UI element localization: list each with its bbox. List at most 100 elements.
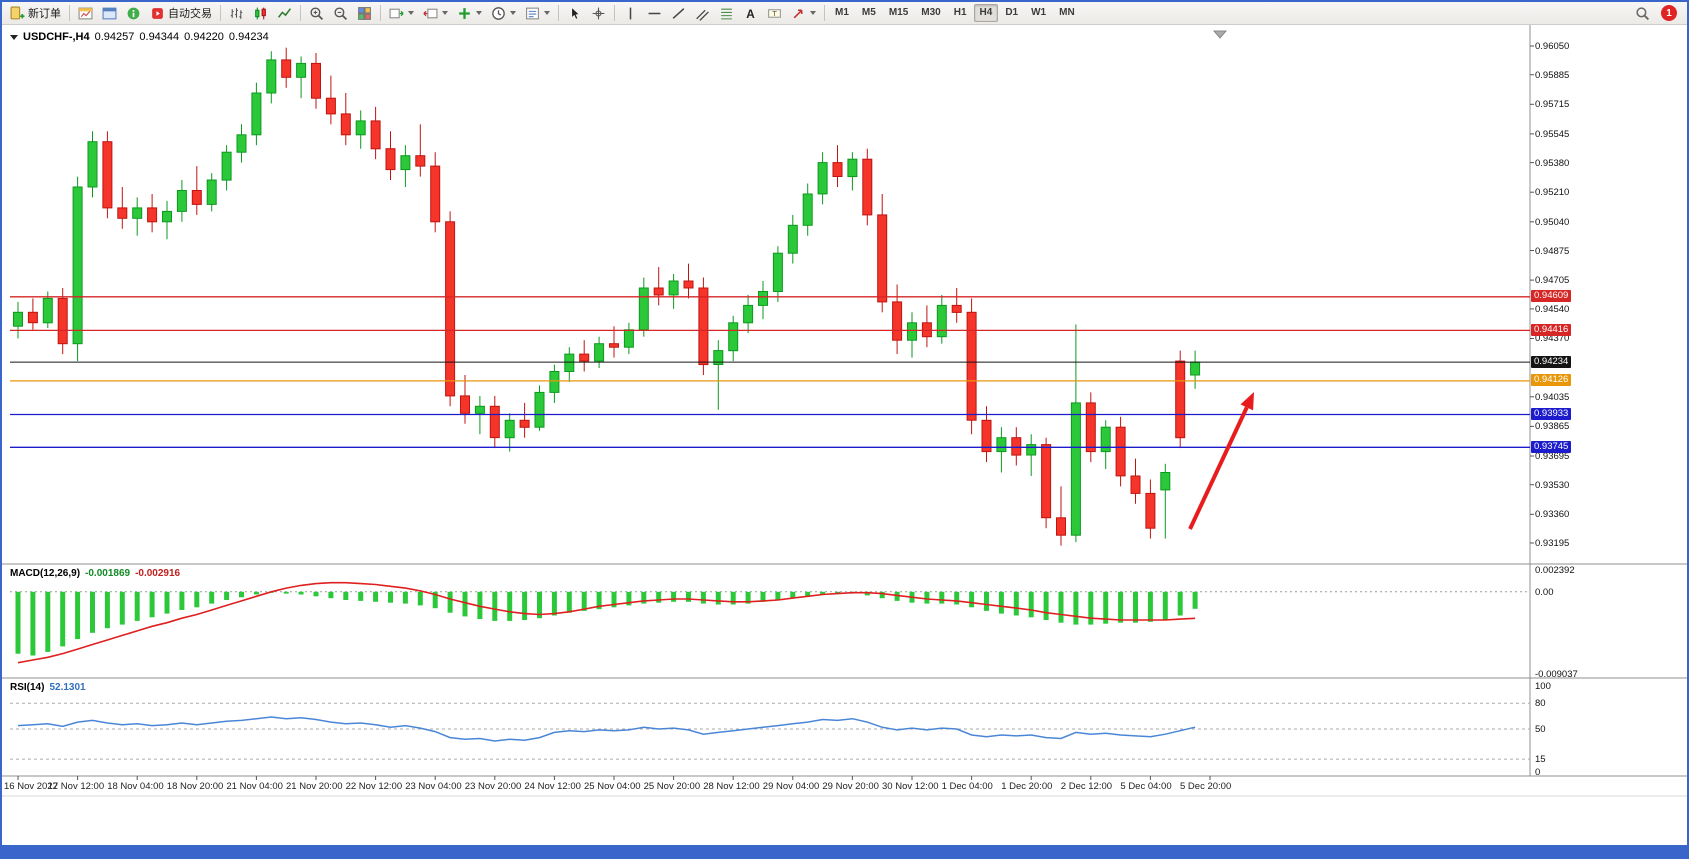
ohlc-open: 0.94257 bbox=[94, 31, 135, 43]
macd-histogram-bar bbox=[462, 591, 468, 617]
macd-histogram-bar bbox=[715, 591, 721, 605]
macd-histogram-bar bbox=[1133, 591, 1138, 623]
templates-button[interactable] bbox=[521, 3, 554, 24]
timeframe-m1[interactable]: M1 bbox=[835, 7, 849, 18]
data-window-button[interactable] bbox=[122, 3, 145, 24]
macd-histogram-bar bbox=[671, 591, 677, 602]
macd-histogram-bar bbox=[283, 591, 289, 594]
bars-mode-button[interactable] bbox=[225, 3, 248, 24]
candle-body bbox=[1175, 360, 1186, 439]
toolbar-separator bbox=[824, 5, 825, 21]
chart-windows-button[interactable] bbox=[74, 3, 97, 24]
time-axis-label: 30 Nov 12:00 bbox=[882, 781, 939, 792]
search-button[interactable] bbox=[1631, 3, 1654, 24]
toolbar: 新订单 自动交易 A T M1 M5 M15 M30 H1 H4 D1 W1 MN 1 bbox=[2, 2, 1687, 25]
chart-shift-button[interactable] bbox=[419, 3, 452, 24]
symbol-label: USDCHF-,H4 bbox=[23, 31, 90, 43]
macd-histogram-bar bbox=[90, 591, 95, 633]
candle-body bbox=[266, 59, 277, 94]
macd-histogram-bar bbox=[760, 591, 766, 602]
cursor-icon bbox=[571, 6, 580, 20]
trendline-button[interactable] bbox=[667, 3, 690, 24]
profiles-icon bbox=[102, 7, 117, 19]
text-button[interactable]: A bbox=[739, 3, 762, 24]
timeframe-m30[interactable]: M30 bbox=[921, 7, 941, 18]
candle-body bbox=[191, 190, 202, 205]
line-mode-button[interactable] bbox=[273, 3, 296, 24]
auto-scroll-button[interactable] bbox=[385, 3, 418, 24]
timeframe-mn[interactable]: MN bbox=[1059, 7, 1075, 18]
chart-title: USDCHF-,H4 0.94257 0.94344 0.94220 0.942… bbox=[10, 31, 269, 43]
macd-histogram-bar bbox=[1147, 591, 1153, 622]
dropdown-caret-icon bbox=[476, 11, 482, 15]
candle-body bbox=[1130, 475, 1141, 494]
candle-body bbox=[355, 120, 366, 136]
timeframe-d1[interactable]: D1 bbox=[1005, 7, 1019, 18]
dropdown-caret-icon bbox=[810, 11, 816, 15]
candle-body bbox=[981, 419, 992, 453]
one-click-trading-toggle-icon[interactable] bbox=[10, 34, 18, 40]
rsi-line bbox=[17, 716, 1196, 742]
svg-text:T: T bbox=[772, 8, 777, 17]
notification-badge[interactable]: 1 bbox=[1661, 5, 1677, 21]
horizontal-line-button[interactable] bbox=[643, 3, 666, 24]
chart-shift-marker-icon[interactable] bbox=[1212, 30, 1228, 39]
equidistant-channel-button[interactable] bbox=[691, 3, 714, 24]
tile-windows-button[interactable] bbox=[353, 3, 376, 24]
candle-body bbox=[1115, 426, 1126, 477]
candle-body bbox=[132, 207, 143, 219]
candle-body bbox=[892, 301, 903, 341]
macd-histogram-bar bbox=[522, 591, 528, 620]
svg-text:A: A bbox=[746, 7, 755, 20]
candle-body bbox=[579, 353, 590, 362]
vertical-line-button[interactable] bbox=[619, 3, 642, 24]
arrow-annotation-head[interactable] bbox=[1240, 392, 1255, 411]
timeframe-w1[interactable]: W1 bbox=[1031, 7, 1047, 18]
zoom-in-button[interactable] bbox=[305, 3, 328, 24]
time-axis-label: 29 Nov 20:00 bbox=[822, 781, 879, 792]
candle-body bbox=[57, 297, 68, 345]
macd-histogram-bar bbox=[492, 591, 498, 621]
macd-histogram-bar bbox=[924, 591, 930, 604]
time-axis-label: 16 Nov 2022 bbox=[4, 781, 58, 792]
text-label-button[interactable]: T bbox=[763, 3, 786, 24]
macd-histogram-bar bbox=[700, 591, 706, 604]
macd-histogram-bar bbox=[939, 591, 945, 604]
zoom-out-button[interactable] bbox=[329, 3, 352, 24]
fibonacci-button[interactable] bbox=[715, 3, 738, 24]
periods-button[interactable] bbox=[487, 3, 520, 24]
macd-histogram-bar bbox=[313, 591, 319, 597]
timeframe-h1[interactable]: H1 bbox=[953, 7, 967, 18]
macd-histogram-bar bbox=[30, 591, 36, 656]
auto-trading-button[interactable]: 自动交易 bbox=[146, 3, 216, 24]
indicators-button[interactable] bbox=[453, 3, 486, 24]
macd-histogram-bar bbox=[1043, 591, 1049, 620]
autoscroll-icon bbox=[389, 8, 404, 18]
macd-histogram-bar bbox=[820, 591, 826, 595]
timeframe-h4[interactable]: H4 bbox=[973, 4, 999, 22]
cursor-button[interactable] bbox=[563, 3, 586, 24]
macd-histogram-bar bbox=[641, 591, 647, 604]
arrow-annotation-shaft[interactable] bbox=[1188, 406, 1249, 530]
timeframe-m15[interactable]: M15 bbox=[888, 7, 909, 18]
macd-histogram-bar bbox=[537, 591, 542, 619]
new-order-icon bbox=[10, 6, 25, 19]
new-order-button[interactable]: 新订单 bbox=[6, 3, 65, 24]
timeframe-m5[interactable]: M5 bbox=[861, 7, 876, 18]
vline-icon bbox=[629, 7, 632, 19]
price-axis-label: 0.95885 bbox=[1535, 69, 1570, 81]
candles-mode-button[interactable] bbox=[249, 3, 272, 24]
time-axis-label: 28 Nov 12:00 bbox=[703, 781, 760, 792]
crosshair-button[interactable] bbox=[587, 3, 610, 24]
arrows-button[interactable] bbox=[787, 3, 820, 24]
price-axis-label: 0.95380 bbox=[1535, 157, 1570, 169]
candle-body bbox=[594, 343, 605, 362]
candle-body bbox=[430, 165, 441, 223]
macd-histogram-bar bbox=[45, 591, 51, 652]
profiles-button[interactable] bbox=[98, 3, 121, 24]
time-axis-label: 17 Nov 12:00 bbox=[47, 781, 105, 792]
macd-histogram-bar bbox=[894, 591, 900, 601]
candle-body bbox=[489, 405, 500, 439]
macd-histogram-bar bbox=[581, 591, 587, 611]
macd-histogram-bar bbox=[745, 591, 751, 604]
